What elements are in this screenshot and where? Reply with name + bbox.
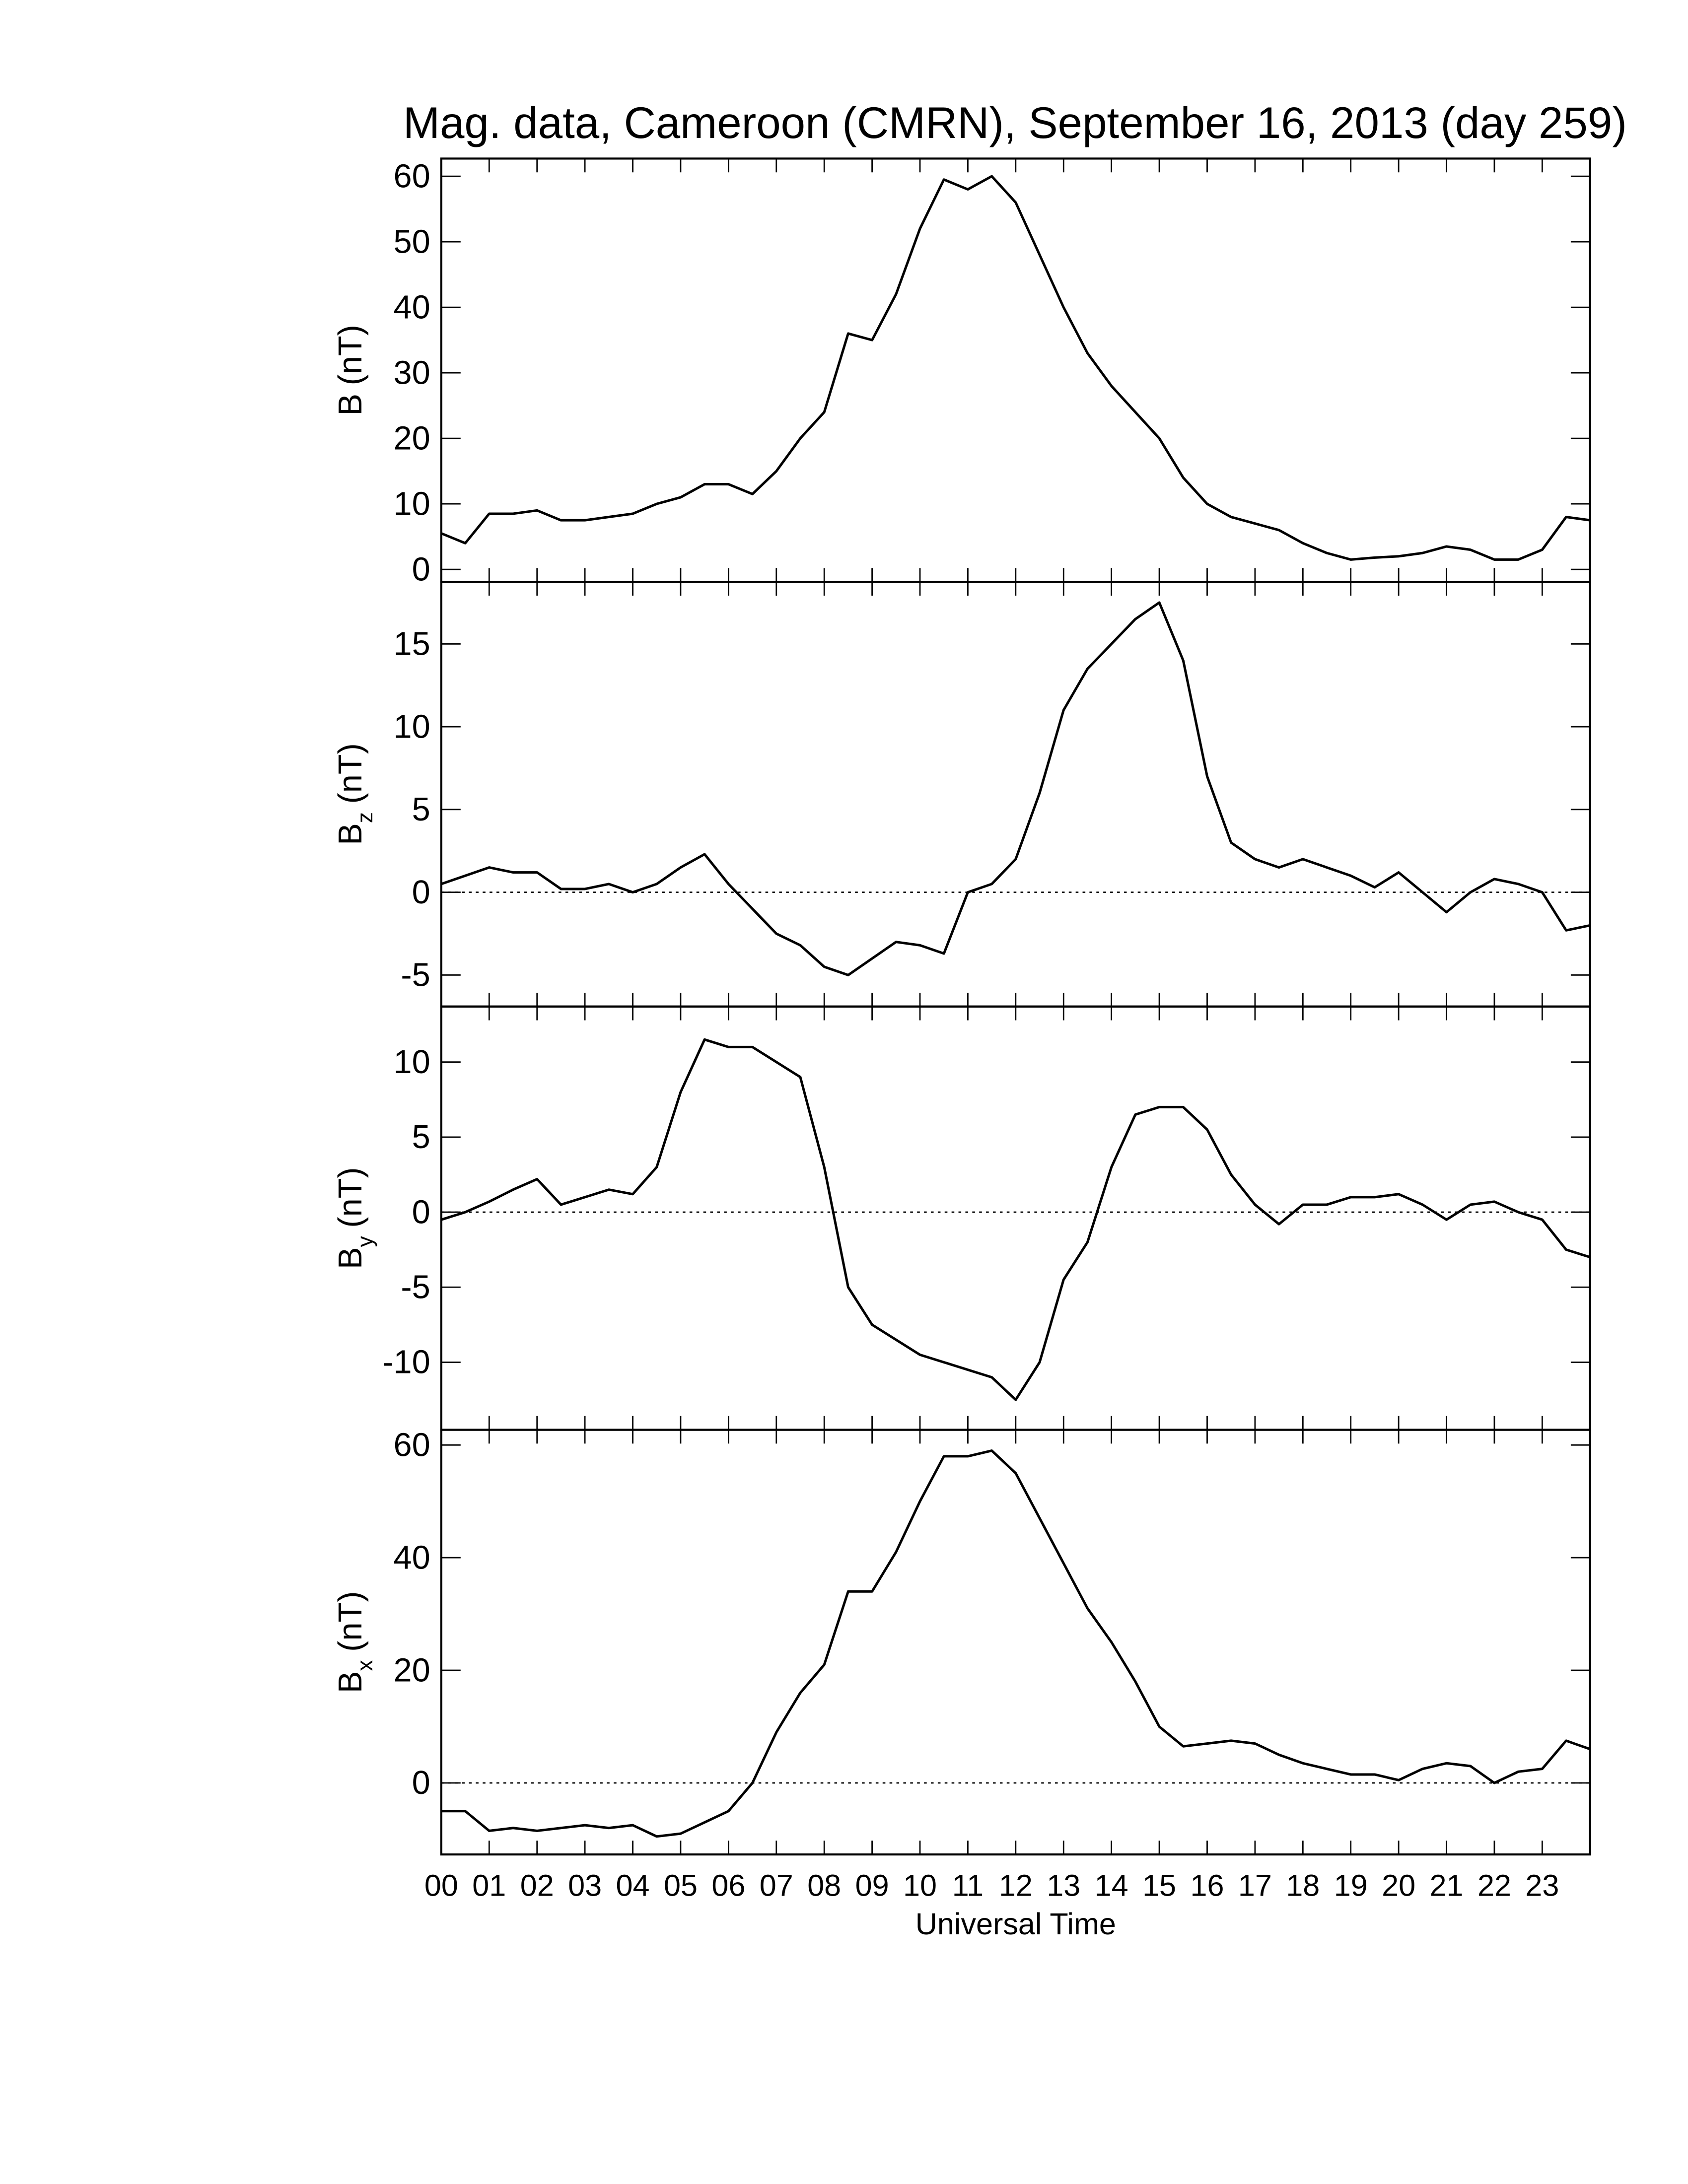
- x-tick-label: 20: [1382, 1868, 1415, 1902]
- x-tick-label: 05: [664, 1868, 698, 1902]
- y-axis-label: B (nT): [332, 325, 369, 415]
- y-label-subscript: y: [353, 1235, 377, 1247]
- x-tick-label: 10: [903, 1868, 937, 1902]
- y-label-symbol: B: [332, 823, 369, 845]
- y-tick-label: 30: [394, 354, 430, 391]
- y-label-unit: (nT): [332, 325, 369, 385]
- x-tick-label: 02: [520, 1868, 554, 1902]
- plot-frame: [440, 157, 1591, 583]
- y-label-unit: (nT): [332, 743, 369, 804]
- plot-frame: [440, 581, 1591, 1008]
- y-tick-label: -5: [401, 957, 430, 994]
- x-tick-label: 04: [616, 1868, 650, 1902]
- y-tick-label: 40: [394, 289, 430, 326]
- x-tick-label: 13: [1047, 1868, 1080, 1902]
- data-line: [441, 601, 1591, 976]
- y-label-symbol: B: [332, 394, 369, 415]
- data-line: [441, 1038, 1591, 1401]
- y-label-subscript: x: [353, 1660, 377, 1671]
- x-tick-label: 00: [424, 1868, 458, 1902]
- x-tick-label: 08: [807, 1868, 841, 1902]
- y-tick-label: 5: [412, 1119, 430, 1156]
- x-tick-label: 17: [1238, 1868, 1272, 1902]
- x-tick-label: 21: [1430, 1868, 1464, 1902]
- y-tick-label: 20: [394, 420, 430, 457]
- y-label-unit: (nT): [332, 1167, 369, 1228]
- y-tick-label: 15: [394, 626, 430, 663]
- y-tick-label: -10: [382, 1344, 430, 1381]
- y-tick-label: 0: [412, 874, 430, 911]
- plot-frame: [440, 1429, 1591, 1856]
- y-tick-label: 40: [394, 1539, 430, 1576]
- y-label-symbol: B: [332, 1671, 369, 1693]
- x-axis-label: Universal Time: [915, 1907, 1116, 1941]
- y-axis-label: Bx (nT): [332, 1591, 377, 1694]
- y-tick-label: 10: [394, 1044, 430, 1081]
- y-tick-label: -5: [401, 1269, 430, 1305]
- y-tick-label: 50: [394, 223, 430, 260]
- y-tick-label: 5: [412, 791, 430, 828]
- data-line: [441, 1449, 1591, 1838]
- y-tick-label: 10: [394, 485, 430, 522]
- plot-frame: [440, 1005, 1591, 1431]
- y-tick-label: 20: [394, 1652, 430, 1689]
- y-label-unit: (nT): [332, 1591, 369, 1652]
- x-tick-label: 07: [760, 1868, 793, 1902]
- y-tick-label: 0: [412, 1765, 430, 1801]
- x-tick-label: 14: [1095, 1868, 1128, 1902]
- y-label-subscript: z: [353, 812, 377, 823]
- y-tick-label: 10: [394, 708, 430, 745]
- y-tick-label: 0: [412, 551, 430, 588]
- y-tick-label: 60: [394, 158, 430, 195]
- y-axis-label: Bz (nT): [332, 743, 377, 845]
- x-tick-label: 15: [1142, 1868, 1176, 1902]
- x-tick-label: 03: [568, 1868, 602, 1902]
- x-tick-label: 09: [855, 1868, 889, 1902]
- x-tick-label: 11: [952, 1868, 984, 1902]
- x-tick-label: 19: [1334, 1868, 1368, 1902]
- chart-title: Mag. data, Cameroon (CMRN), September 16…: [403, 98, 1627, 147]
- y-label-symbol: B: [332, 1247, 369, 1269]
- y-axis-label: By (nT): [332, 1167, 377, 1269]
- y-tick-label: 0: [412, 1194, 430, 1230]
- x-tick-label: 23: [1525, 1868, 1559, 1902]
- x-tick-label: 16: [1190, 1868, 1224, 1902]
- x-tick-label: 01: [472, 1868, 506, 1902]
- x-tick-label: 12: [999, 1868, 1033, 1902]
- y-tick-label: 60: [394, 1427, 430, 1463]
- data-line: [440, 175, 1591, 561]
- x-tick-label: 22: [1477, 1868, 1511, 1902]
- x-tick-label: 18: [1286, 1868, 1320, 1902]
- x-tick-label: 06: [711, 1868, 745, 1902]
